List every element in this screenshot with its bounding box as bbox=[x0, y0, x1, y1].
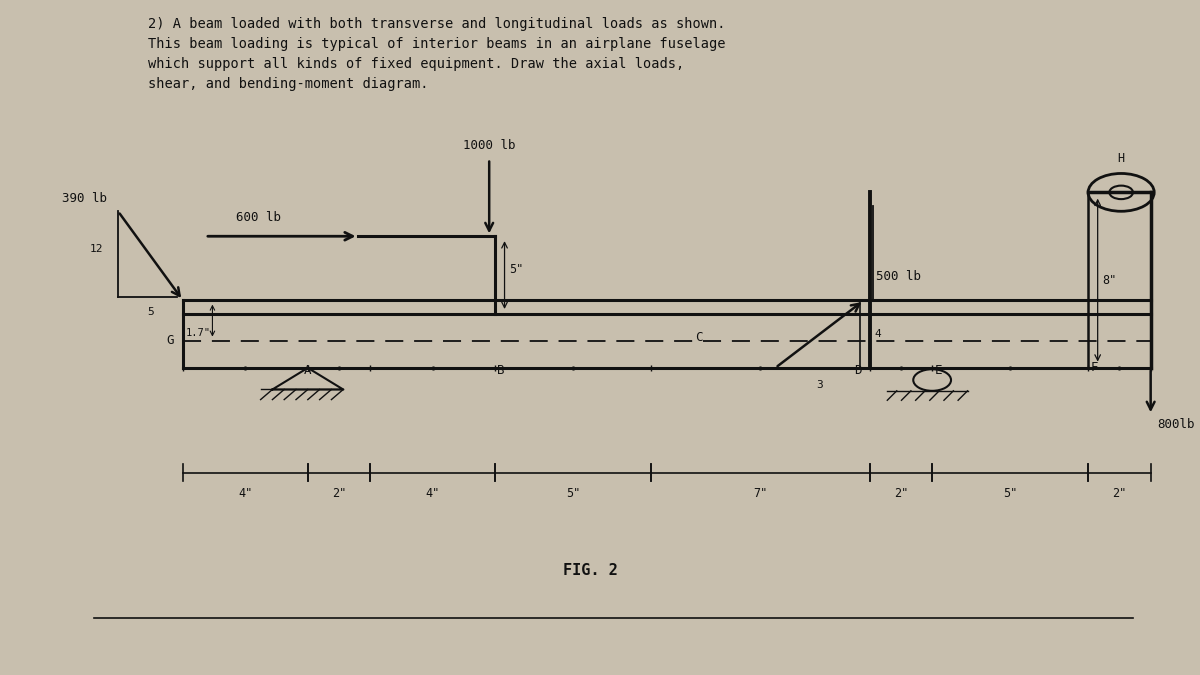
Text: 2": 2" bbox=[894, 487, 908, 500]
Text: 5": 5" bbox=[1003, 487, 1018, 500]
Text: 390 lb: 390 lb bbox=[62, 192, 108, 205]
Text: 5": 5" bbox=[509, 263, 523, 277]
Text: 4": 4" bbox=[426, 487, 439, 500]
Text: D: D bbox=[854, 364, 862, 377]
Text: A: A bbox=[304, 364, 312, 377]
Text: 2": 2" bbox=[332, 487, 346, 500]
Text: 500 lb: 500 lb bbox=[876, 271, 920, 284]
Text: F: F bbox=[1091, 361, 1098, 374]
Text: 600 lb: 600 lb bbox=[235, 211, 281, 224]
Text: H: H bbox=[1117, 153, 1124, 165]
Text: 8": 8" bbox=[1103, 273, 1117, 287]
Text: 2) A beam loaded with both transverse and longitudinal loads as shown.
This beam: 2) A beam loaded with both transverse an… bbox=[148, 17, 725, 91]
Text: E: E bbox=[935, 364, 942, 377]
Text: 7": 7" bbox=[754, 487, 768, 500]
Text: 12: 12 bbox=[90, 244, 103, 254]
Text: 2": 2" bbox=[1112, 487, 1127, 500]
Text: 1000 lb: 1000 lb bbox=[463, 139, 516, 152]
Text: 1.7": 1.7" bbox=[185, 327, 210, 338]
Text: B: B bbox=[497, 364, 505, 377]
Text: G: G bbox=[166, 334, 174, 348]
Text: 5: 5 bbox=[148, 307, 154, 317]
Text: 4: 4 bbox=[875, 329, 881, 339]
Text: FIG. 2: FIG. 2 bbox=[563, 563, 618, 578]
Text: 800lb: 800lb bbox=[1158, 418, 1195, 431]
Text: 3: 3 bbox=[816, 380, 823, 390]
Text: 4": 4" bbox=[239, 487, 252, 500]
Text: C: C bbox=[695, 331, 702, 344]
Text: 5": 5" bbox=[566, 487, 581, 500]
